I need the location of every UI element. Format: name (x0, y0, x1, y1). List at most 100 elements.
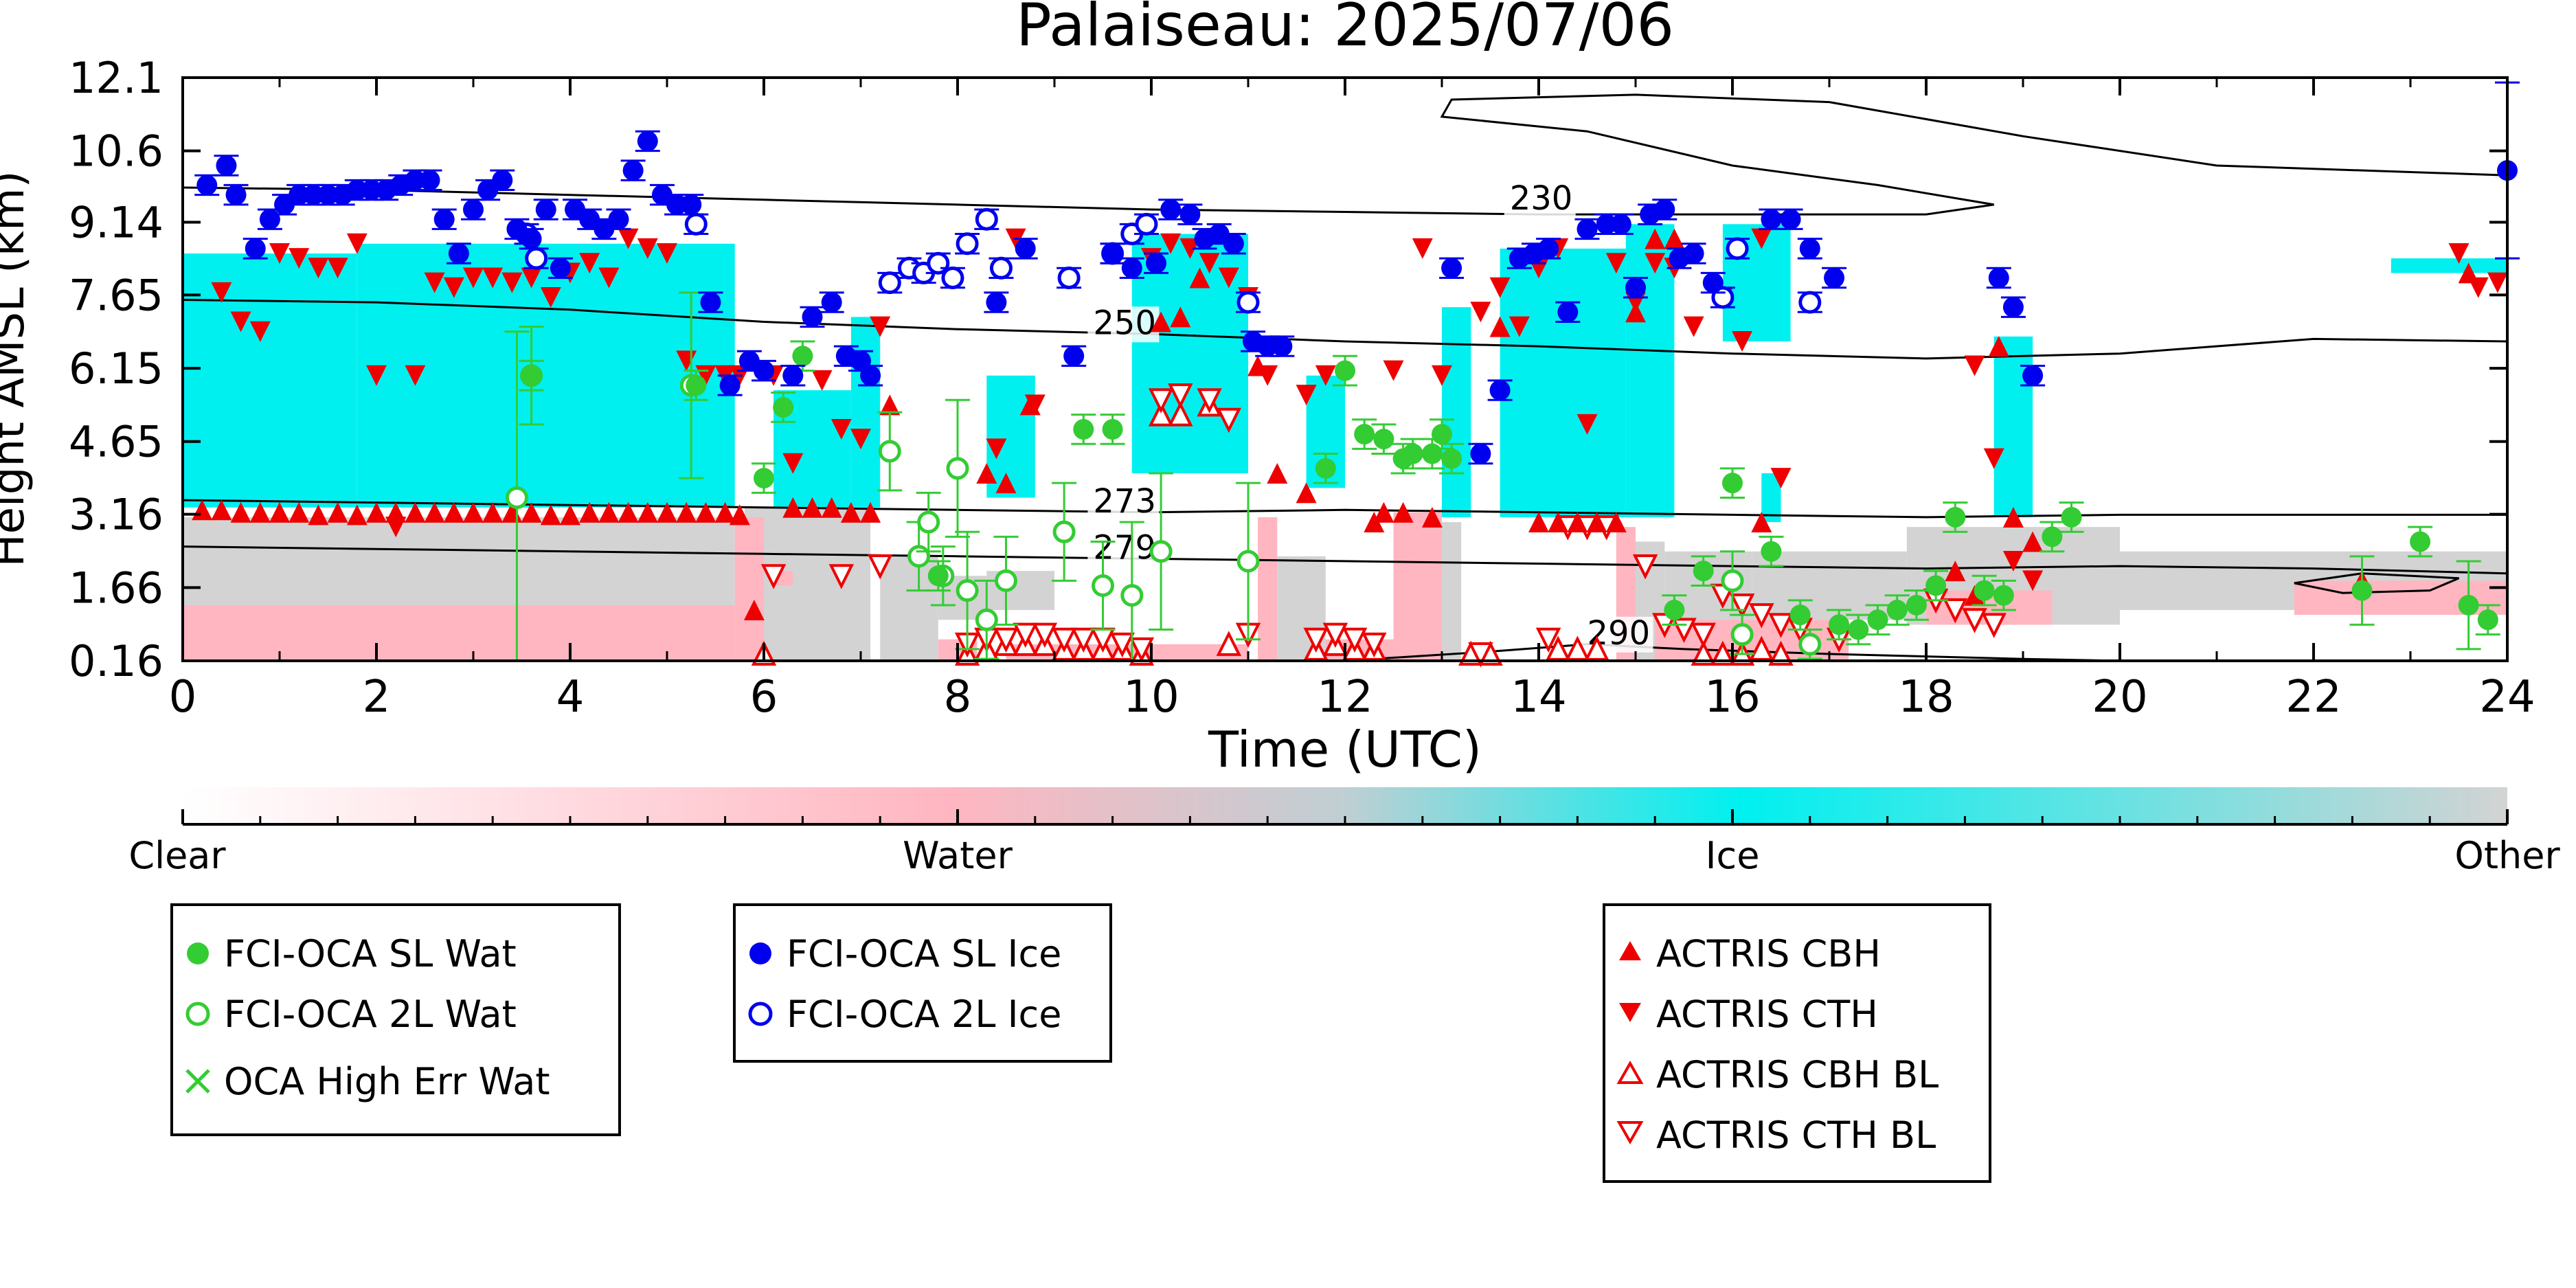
data-point (879, 394, 901, 416)
data-point (2487, 272, 2508, 293)
y-tick-label: 10.6 (69, 126, 163, 177)
data-point (1645, 253, 1666, 274)
data-point (1886, 600, 1908, 621)
data-point (686, 374, 707, 396)
data-point (1432, 365, 1452, 386)
data-point (1721, 569, 1744, 592)
data-point (1120, 584, 1144, 607)
data-point (289, 184, 310, 205)
data-point (1988, 267, 2009, 289)
data-point (608, 209, 629, 230)
data-point (1964, 355, 1985, 376)
data-point (782, 497, 804, 518)
data-point (743, 600, 765, 621)
data-point (2022, 570, 2044, 591)
data-point (1421, 506, 1443, 528)
data-point (1052, 520, 1076, 543)
data-point (521, 267, 542, 289)
data-point (1535, 627, 1561, 653)
data-point (695, 501, 716, 523)
data-point (1441, 258, 1462, 279)
data-point (975, 207, 998, 231)
data-point (346, 179, 368, 201)
data-point (1208, 223, 1230, 245)
data-point (1151, 311, 1172, 332)
data-point (2448, 242, 2470, 264)
colorbar-ticks (181, 809, 2509, 824)
x-axis-label: Time (UTC) (1208, 721, 1482, 778)
data-point (811, 370, 833, 391)
data-point (1848, 619, 1869, 640)
legend-label-cbh-bl: ACTRIS CBH BL (1656, 1053, 1939, 1096)
contour-label: 273 (1093, 482, 1156, 521)
data-point (1548, 512, 1569, 533)
data-point (443, 501, 464, 523)
x-tick-label: 22 (2285, 672, 2341, 723)
data-point (989, 256, 1013, 280)
data-point (1168, 383, 1193, 409)
data-point (327, 501, 348, 523)
data-point (657, 501, 677, 523)
data-point (1189, 267, 1210, 289)
data-point (1199, 253, 1220, 274)
contour-label: 230 (1510, 179, 1573, 218)
data-point (259, 209, 280, 230)
data-point (1726, 237, 1749, 260)
data-point (463, 501, 484, 523)
data-point (1032, 622, 1058, 648)
data-point (986, 292, 1007, 313)
data-point (1013, 622, 1038, 648)
data-point (1149, 540, 1173, 563)
axes: 0 2 4 6 8 10 12 14 16 18 20 22 240.161.663.164.656.1… (69, 53, 2535, 723)
data-point (1170, 306, 1191, 328)
data-point (225, 184, 247, 205)
data-point (657, 242, 677, 264)
data-point (550, 258, 571, 279)
data-point (1135, 212, 1158, 236)
data-point (2467, 277, 2489, 298)
data-point (505, 486, 528, 510)
data-point (1906, 594, 1927, 615)
legend-symbol-sl-ice (749, 942, 771, 964)
data-point (1799, 238, 1820, 259)
data-point (579, 209, 600, 230)
data-point (1867, 609, 1888, 631)
data-point (917, 510, 940, 534)
legend-symbol-cth-bl (1616, 1121, 1644, 1145)
data-point (2022, 531, 2044, 552)
data-point (1063, 346, 1085, 367)
data-point (1402, 443, 1423, 464)
data-point (821, 292, 842, 313)
data-point (1749, 603, 1774, 629)
class-band-water (734, 517, 764, 661)
data-point (676, 501, 697, 523)
data-point (618, 228, 639, 249)
data-point (1102, 242, 1123, 264)
data-point (1632, 554, 1658, 580)
data-point (1625, 277, 1646, 298)
class-band-ice (1442, 307, 1471, 517)
data-point (878, 440, 901, 463)
data-point (1109, 632, 1135, 658)
data-point (2458, 594, 2479, 615)
data-point (521, 365, 542, 386)
data-point (1945, 561, 1966, 582)
data-point (860, 501, 881, 523)
legend-ice: FCI-OCA SL Ice FCI-OCA 2L Ice (733, 903, 1112, 1063)
contour-label-bg (1504, 181, 1576, 218)
class-band-ice (1625, 224, 1675, 517)
data-point (1392, 501, 1414, 523)
series-fci-oca-sl-ice (194, 81, 2520, 465)
data-point (1257, 336, 1278, 357)
class-band-other (744, 507, 871, 661)
data-point (2002, 506, 2024, 528)
class-band-water (1258, 517, 1278, 661)
data-point (303, 184, 324, 205)
data-point (2022, 365, 2044, 386)
data-point (1024, 394, 1046, 416)
data-point (1683, 242, 1704, 264)
data-point (2061, 506, 2082, 528)
data-point (1272, 336, 1293, 357)
data-point (1303, 627, 1329, 653)
